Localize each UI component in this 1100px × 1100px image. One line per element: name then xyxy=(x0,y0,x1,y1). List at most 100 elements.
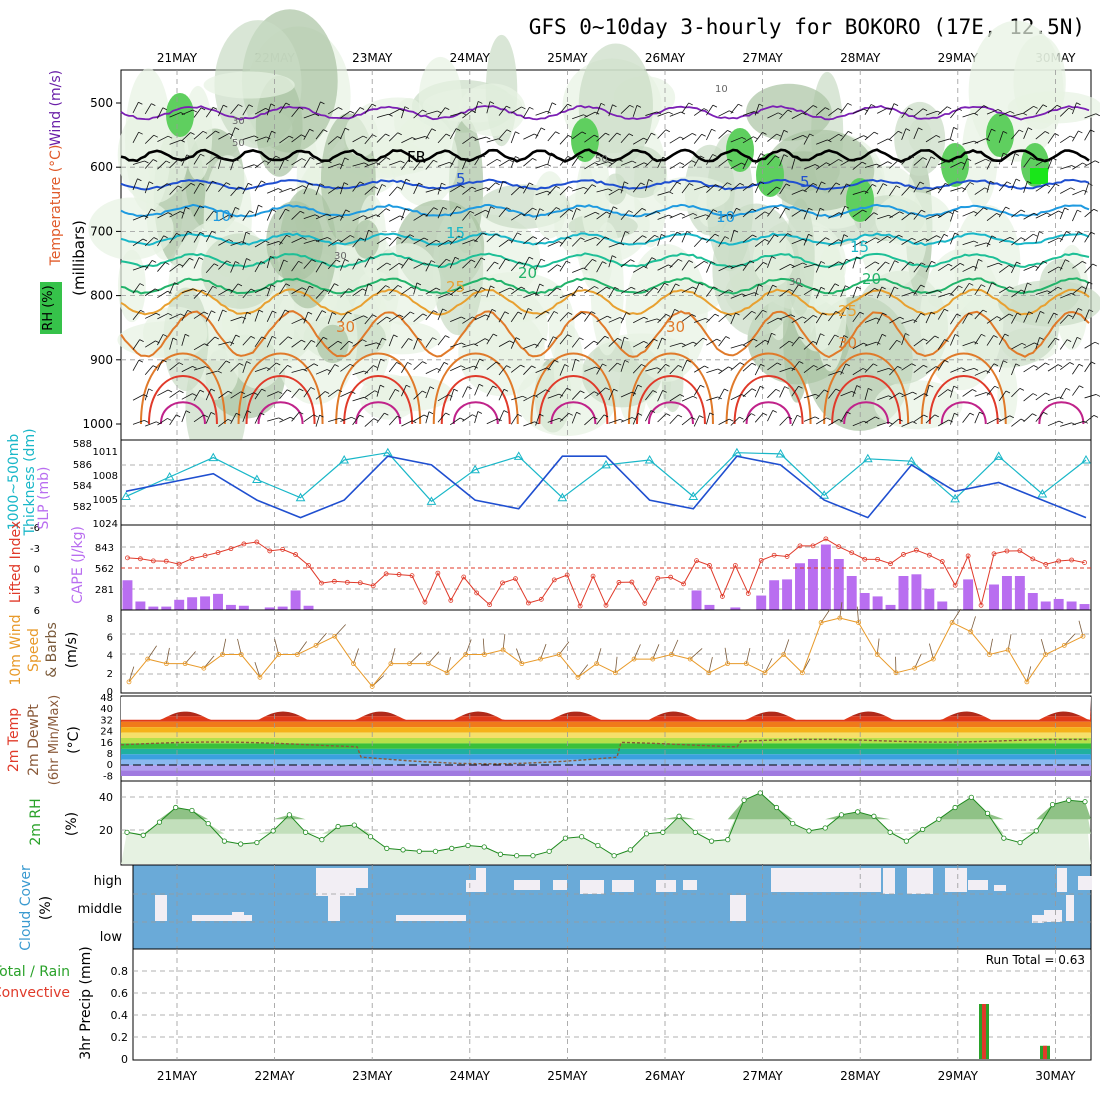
wind-barb-flag xyxy=(885,261,890,265)
lifted-index-marker xyxy=(823,536,829,542)
lifted-index-marker xyxy=(577,603,583,609)
wind-barb-flag xyxy=(338,107,343,110)
wind-barb xyxy=(1084,263,1094,274)
wind-barb xyxy=(815,333,821,346)
wind-barb xyxy=(1023,212,1035,220)
wind-barb xyxy=(303,311,309,324)
wind-barb-flag xyxy=(1055,183,1060,187)
wind-barb-flag xyxy=(874,261,880,265)
wind-barb-flag xyxy=(1015,178,1021,182)
wind-barb-flag xyxy=(861,161,867,165)
wind-barb xyxy=(462,157,468,170)
wind-barb-flag xyxy=(652,390,657,393)
wind-barb xyxy=(693,260,705,269)
wind-barb-flag xyxy=(534,133,539,137)
wind-barb-flag xyxy=(905,128,911,131)
wind10-barb xyxy=(1026,666,1032,682)
wind-barb-flag xyxy=(492,333,498,337)
wind-barb xyxy=(889,234,899,244)
cape-bar xyxy=(911,574,922,610)
temperature-contour xyxy=(120,178,1090,191)
wind-barb xyxy=(633,289,645,295)
wind-barb xyxy=(230,413,237,425)
wind-barb-flag xyxy=(776,362,782,366)
wind-barb-flag xyxy=(688,102,693,106)
wind-barb-flag xyxy=(616,132,621,136)
wind-barb-flag xyxy=(957,108,963,111)
wind-barb-flag xyxy=(470,259,476,263)
cloud-level-label: low xyxy=(100,930,123,945)
wind-barb xyxy=(523,308,529,320)
wind-barb xyxy=(1035,337,1040,350)
wind-barb-flag xyxy=(899,211,904,215)
wind-barb xyxy=(767,362,778,371)
wind-barb xyxy=(950,108,959,119)
wind-barb-flag xyxy=(680,213,686,216)
wind-barb-flag xyxy=(944,182,950,186)
wind-barb-flag xyxy=(283,259,288,263)
thickness-tick: 588 xyxy=(73,439,92,450)
wind-barb xyxy=(657,413,667,423)
wind10-barb xyxy=(274,638,280,655)
thickness-tick: 582 xyxy=(73,502,92,513)
wind-barb-flag xyxy=(143,394,148,397)
wind-barb-flag xyxy=(520,364,525,368)
lifted-index-marker xyxy=(526,600,531,606)
wind-barb-flag xyxy=(631,391,637,395)
temperature-contour xyxy=(120,104,1090,121)
wind-barb-flag xyxy=(445,412,450,416)
temp-above-mask xyxy=(121,697,1091,720)
wind-barb xyxy=(754,309,763,320)
lifted-index-marker xyxy=(681,581,686,587)
wind-barb-flag xyxy=(691,417,696,420)
wind-barb-flag xyxy=(959,262,965,266)
wind-barb xyxy=(474,287,482,298)
wind-barb xyxy=(205,286,214,297)
wind-barb-flag xyxy=(1034,342,1039,346)
wind-barb-flag xyxy=(235,334,240,338)
wind-barb xyxy=(974,309,984,320)
rh-marker xyxy=(384,845,390,852)
cloud-gap xyxy=(155,895,167,921)
cloud-gap xyxy=(883,868,895,894)
wind-barb-flag xyxy=(372,314,377,318)
lifted-index-marker xyxy=(642,600,648,606)
wind-barb xyxy=(925,384,930,397)
wind-barb xyxy=(742,183,753,191)
wind-barb-flag xyxy=(1043,412,1048,415)
wind-barb xyxy=(767,234,775,245)
wind-barb xyxy=(840,335,845,348)
wind-barb-flag xyxy=(908,107,913,111)
wind-barb xyxy=(547,311,555,322)
wind-barb-flag xyxy=(225,360,231,364)
wind-barb xyxy=(681,360,688,372)
wind-barb xyxy=(779,386,785,398)
rh-marker xyxy=(1017,839,1023,846)
wind-barb-flag xyxy=(910,212,916,216)
wind-barb-flag xyxy=(802,135,808,138)
wind-barb-flag xyxy=(442,206,448,210)
wind-barb xyxy=(584,184,593,195)
wind-barb-flag xyxy=(612,104,617,108)
wind-barb-flag xyxy=(973,367,979,371)
wind-barb xyxy=(913,209,922,220)
wind-barb xyxy=(742,362,753,372)
wind10-barb xyxy=(1040,638,1046,655)
wind-barb xyxy=(999,236,1011,243)
wind-barb-flag xyxy=(760,363,765,367)
wind-barb xyxy=(388,132,399,142)
wind-barb-flag xyxy=(787,233,792,236)
wind10-tick: 8 xyxy=(107,614,113,625)
wind-barb xyxy=(535,338,543,349)
wind-barb xyxy=(1047,312,1055,324)
cloud-level-label: middle xyxy=(78,902,122,917)
lifted-index-marker xyxy=(293,552,299,557)
wind-barb-flag xyxy=(521,213,526,217)
wind-barb-flag xyxy=(887,161,892,164)
wind-barb-flag xyxy=(1010,111,1015,114)
wind-barb xyxy=(730,394,742,401)
wind-barb xyxy=(877,421,889,427)
wind-barb-flag xyxy=(372,134,377,138)
wind-barb-flag xyxy=(691,160,696,163)
